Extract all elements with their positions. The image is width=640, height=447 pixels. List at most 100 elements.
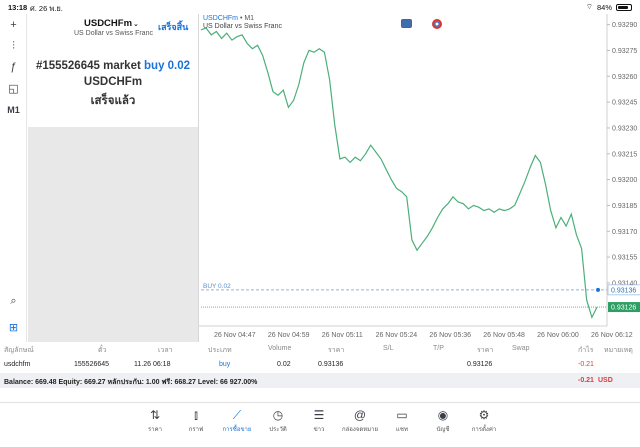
price-series-line [200,27,598,320]
bottom-navigation: ⇅ ราคา ⫾ กราฟ ⟋ การซื้อขาย ◷ ประวัติ ☰ ข่าว @… [0,402,640,447]
symbol-name: USDCHFm [84,18,133,29]
nav-label: ราคา [148,427,162,433]
account-icon: ◉ [437,408,449,422]
chart-symbol: USDCHFm [203,15,238,22]
battery-icon [616,3,632,11]
crosshair-icon[interactable]: + [10,19,17,31]
nav-quotes[interactable]: ⇅ ราคา [134,408,176,434]
row-type: buy [219,361,231,368]
col-tp: T/P [433,345,444,352]
account-summary: Balance: 669.48 Equity: 669.27 หลักประกั… [0,373,640,388]
nav-trade[interactable]: ⟋ การซื้อขาย [216,408,258,434]
nav-settings[interactable]: ⚙ การตั้งค่า [463,408,505,434]
time-tick-label: 26 Nov 06:12 [591,332,633,339]
function-icon[interactable]: ƒ [10,61,17,73]
indicators-icon[interactable]: ⫶ [12,39,15,52]
mailbox-icon: @ [353,408,367,422]
time-tick-label: 26 Nov 05:48 [483,332,525,339]
chart-flags [401,19,442,29]
buy-line-label: BUY 0.02 [203,283,231,290]
nav-news[interactable]: ☰ ข่าว [298,408,340,434]
nav-label: กล่องจดหมาย [341,427,379,433]
nav-label: แชท [396,427,408,433]
zoom-icon[interactable]: ⌕ [10,294,17,307]
current-price-label: 0.93126 [611,305,636,312]
col-type: ประเภท [208,347,232,354]
trade-result-card: USDCHFm⌄ US Dollar vs Swiss Franc เสร็จส… [28,14,198,127]
col-open-price: ราคา [328,347,345,354]
balance-text: Balance: 669.48 Equity: 669.27 หลักประกั… [4,379,258,386]
news-icon: ☰ [313,408,325,422]
col-sl: S/L [383,345,394,352]
row-price: 0.93126 [467,361,493,368]
nav-mailbox[interactable]: @ กล่องจดหมาย [339,408,381,434]
col-volume: Volume [268,345,292,352]
done-button[interactable]: เสร็จสิ้น [158,22,189,32]
nav-history[interactable]: ◷ ประวัติ [257,408,299,434]
wifi-icon: ⌔ [585,2,593,11]
col-symbol: สัญลักษณ์ [4,347,34,354]
gear-icon: ⚙ [478,408,490,422]
price-tick-label: 0.93245 [612,100,637,107]
chart-toolbar: + ⫶ ƒ ◱ M1 ⌕ ⊞ [0,14,27,342]
trade-result-panel: USDCHFm⌄ US Dollar vs Swiss Franc เสร็จส… [28,14,198,342]
flag-icon [401,19,412,28]
symbol-description: US Dollar vs Swiss Franc [74,30,153,37]
history-icon: ◷ [272,408,284,422]
current-price-box [608,302,640,313]
price-tick-label: 0.93275 [612,48,637,55]
time-tick-label: 26 Nov 04:59 [268,332,310,339]
buy-price-box [607,284,640,296]
nav-label: บัญชี [436,427,450,433]
price-chart[interactable]: 0.93290 0.93275 0.93260 0.93245 0.93230 0.932… [198,14,640,342]
col-profit: กำไร [578,347,594,354]
nav-accounts[interactable]: ◉ บัญชี [422,408,464,434]
quotes-icon: ⇅ [149,408,161,422]
nav-label: ประวัติ [269,427,287,433]
nav-chat[interactable]: ▭ แชท [381,408,423,434]
signal-icon [432,19,442,29]
row-symbol: usdchfm [4,361,31,368]
col-swap: Swap [512,345,530,352]
chart-title: USDCHFm • M1 [203,15,254,22]
time-tick-label: 26 Nov 05:36 [429,332,471,339]
objects-icon[interactable]: ◱ [8,82,19,95]
nav-label: ข่าว [313,427,325,433]
order-symbol: USDCHFm [83,76,143,88]
price-tick-label: 0.93155 [612,255,637,262]
row-profit: -0.21 [578,361,594,368]
order-status: เสร็จแล้ว [90,95,136,107]
time-tick-label: 26 Nov 04:47 [214,332,256,339]
nav-chart[interactable]: ⫾ กราฟ [175,408,217,434]
symbol-selector[interactable]: USDCHFm⌄ [84,18,139,29]
price-tick-label: 0.93260 [612,74,637,81]
buy-entry-marker [596,287,600,292]
chart-icon: ⫾ [194,408,198,422]
trade-icon: ⟋ [232,408,242,422]
chart-timeframe: • M1 [239,15,255,22]
battery-percent: 84% [596,2,612,12]
currency: USD [598,377,613,384]
time-tick-label: 26 Nov 05:24 [376,332,418,339]
time-tick-label: 26 Nov 06:00 [537,332,579,339]
chart-canvas[interactable]: 0.93290 0.93275 0.93260 0.93245 0.93230 0.932… [199,14,640,342]
status-time: 13:18 [8,3,28,12]
row-time: 11.26 06:18 [134,361,171,368]
buy-price-label: 0.93136 [611,287,636,294]
timeframe-button[interactable]: M1 [7,105,20,115]
new-order-icon[interactable]: ⊞ [8,321,19,334]
status-bar: 13:18 ศ. 26 พ.ย. ⌔ 84% [0,0,640,14]
order-side: buy 0.02 [144,60,191,72]
chevron-down-icon: ⌄ [133,21,139,28]
col-ticket: ตั๋ว [98,347,107,354]
price-tick-label: 0.93230 [612,125,637,132]
price-tick-label: 0.93290 [612,22,637,29]
chart-subtitle: US Dollar vs Swiss Franc [203,23,282,30]
order-ticket: #155526645 market [35,60,141,72]
col-comment: หมายเหตุ [604,347,633,354]
order-summary: #155526645 market buy 0.02 [28,60,198,72]
nav-label: การซื้อขาย [222,427,252,433]
col-time: เวลา [158,347,173,354]
price-tick-label: 0.93140 [612,280,637,287]
status-date: ศ. 26 พ.ย. [30,4,63,13]
